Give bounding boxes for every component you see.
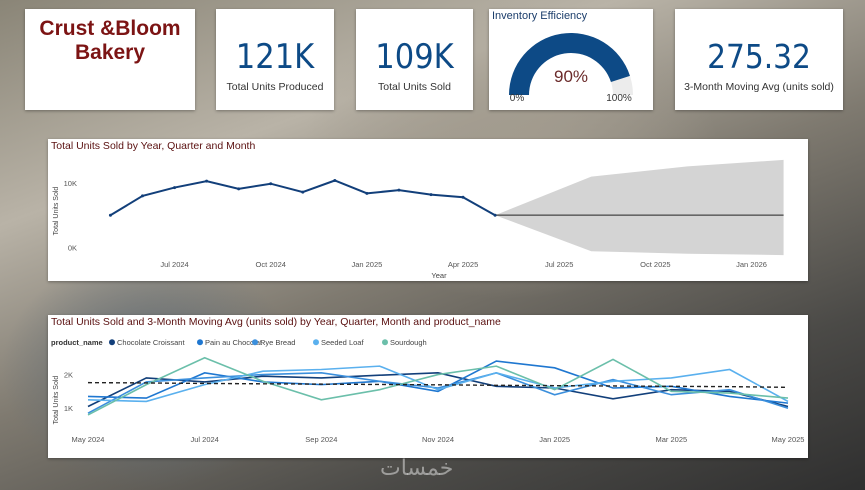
kpi-moving-avg-label: 3-Month Moving Avg (units sold)	[684, 81, 834, 93]
legend-marker	[197, 339, 203, 346]
legend-marker	[109, 339, 115, 346]
kpi-units-produced-label: Total Units Produced	[226, 81, 324, 93]
forecast-line-chart: 10K 0K Jul 2024 Oct 2024 Jan 2025 Apr 2025 Ju…	[53, 159, 784, 280]
units-sold-point	[237, 187, 241, 191]
kpi-card-units-produced: 121K Total Units Produced	[216, 9, 334, 110]
y-tick-label: 0K	[68, 243, 77, 252]
x-tick-label: Jul 2025	[545, 260, 573, 269]
kpi-units-sold-value: 109K	[375, 37, 454, 77]
forecast-chart-title: Total Units Sold by Year, Quarter and Mo…	[51, 140, 256, 152]
forecast-chart-card: Total Units Sold by Year, Quarter and Mo…	[48, 139, 808, 281]
x-tick-label: Jan 2025	[351, 260, 382, 269]
x-tick-label: Mar 2025	[655, 435, 687, 444]
brand-card: Crust &Bloom Bakery	[25, 9, 195, 110]
product-series-line	[87, 372, 789, 414]
units-sold-point	[108, 213, 112, 217]
x-tick-label: Nov 2024	[422, 435, 454, 444]
kpi-units-sold-label: Total Units Sold	[378, 81, 451, 93]
legend-marker	[252, 339, 258, 346]
x-tick-label: May 2025	[772, 435, 805, 444]
y-tick-label: 1K	[64, 404, 73, 413]
legend-title: product_name	[51, 338, 103, 347]
y-tick-label: 10K	[64, 179, 77, 188]
kpi-moving-avg-value: 275.32	[707, 37, 811, 76]
x-tick-label: Oct 2024	[255, 260, 285, 269]
gauge-chart: 90% 0% 100%	[509, 33, 633, 104]
gauge-value-label: 90%	[554, 67, 588, 86]
brand-title: Crust &Bloom Bakery	[25, 17, 195, 65]
x-tick-label: Jan 2025	[539, 435, 570, 444]
x-tick-label: May 2024	[72, 435, 105, 444]
brand-title-line2: Bakery	[74, 41, 146, 64]
product-chart-card: Total Units Sold and 3-Month Moving Avg …	[48, 315, 808, 458]
product-chart-title: Total Units Sold and 3-Month Moving Avg …	[51, 316, 501, 328]
product-series-line	[87, 372, 789, 408]
units-sold-point	[365, 191, 369, 195]
x-tick-label: Apr 2025	[448, 260, 478, 269]
units-sold-point	[333, 179, 337, 182]
units-sold-point	[269, 182, 273, 186]
gauge-max-label: 100%	[606, 93, 632, 104]
units-sold-point	[429, 193, 433, 197]
forecast-chart-ylabel: Total Units Sold	[53, 187, 60, 236]
x-tick-label: Jul 2024	[190, 435, 218, 444]
moving-average-line	[87, 381, 789, 389]
product-series-line	[87, 360, 789, 404]
x-tick-label: Jul 2024	[160, 260, 188, 269]
forecast-chart-xlabel: Year	[431, 271, 447, 280]
gauge-min-label: 0%	[510, 93, 525, 104]
x-tick-label: Jan 2026	[736, 260, 767, 269]
forecast-confidence-band	[495, 159, 784, 256]
legend-marker	[382, 339, 388, 346]
legend-marker	[313, 339, 319, 346]
units-sold-point	[301, 190, 305, 194]
x-tick-label: Oct 2025	[640, 260, 670, 269]
product-series-line	[87, 356, 789, 416]
gauge-fill	[509, 33, 630, 95]
legend-entry[interactable]: Sourdough	[390, 338, 427, 347]
x-tick-label: Sep 2024	[305, 435, 337, 444]
units-sold-point	[493, 213, 497, 217]
units-sold-point	[205, 179, 209, 183]
gauge-card: Inventory Efficiency 90% 0% 100%	[489, 9, 653, 110]
brand-title-line1: Crust &Bloom	[39, 17, 181, 40]
units-sold-line	[109, 179, 496, 217]
legend-entry[interactable]: Seeded Loaf	[321, 338, 364, 347]
kpi-card-moving-avg: 275.32 3-Month Moving Avg (units sold)	[675, 9, 843, 110]
kpi-card-units-sold: 109K Total Units Sold	[356, 9, 473, 110]
watermark-logo: خمسات	[380, 456, 454, 481]
units-sold-point	[140, 194, 144, 198]
legend-entry[interactable]: Chocolate Croissant	[117, 338, 185, 347]
units-sold-point	[397, 188, 401, 192]
units-sold-point	[461, 195, 465, 199]
gauge-title: Inventory Efficiency	[492, 10, 588, 22]
product-line-chart: product_name Chocolate Croissant Pain au C…	[51, 338, 805, 444]
y-tick-label: 2K	[64, 371, 73, 380]
product-series-line	[87, 365, 789, 403]
product-chart-ylabel: Total Units Sold	[53, 376, 60, 425]
units-sold-point	[173, 186, 177, 190]
legend-entry[interactable]: Rye Bread	[260, 338, 295, 347]
kpi-units-produced-value: 121K	[235, 37, 315, 77]
legend-entry[interactable]: Pain au Chocolat	[205, 338, 263, 347]
